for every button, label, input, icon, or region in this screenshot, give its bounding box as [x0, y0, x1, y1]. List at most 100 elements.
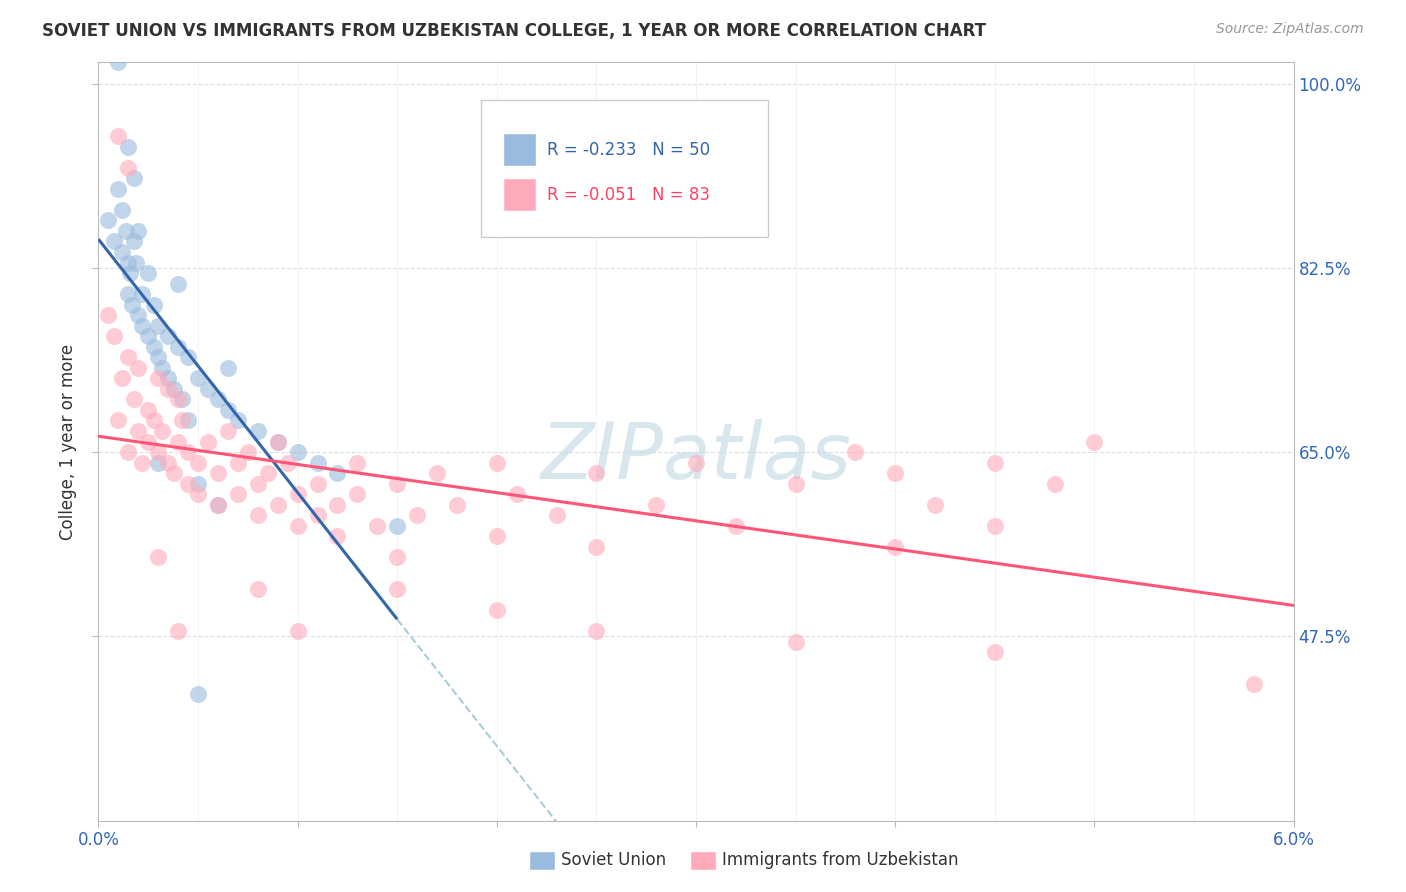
FancyBboxPatch shape: [503, 134, 536, 166]
Point: [143, 340, 166, 354]
Point: [136, 329, 159, 343]
Point: [163, 382, 186, 396]
Point: [346, 487, 368, 501]
Point: [148, 456, 170, 470]
Point: [148, 550, 170, 565]
Point: [785, 476, 807, 491]
Point: [984, 518, 1007, 533]
Point: [207, 466, 229, 480]
Point: [117, 287, 139, 301]
Point: [127, 424, 149, 438]
Point: [148, 371, 170, 385]
Point: [207, 498, 229, 512]
Point: [187, 487, 209, 501]
Point: [111, 245, 134, 260]
Point: [287, 518, 309, 533]
Point: [426, 466, 449, 480]
Point: [107, 182, 129, 196]
Point: [97, 213, 120, 227]
Point: [187, 371, 209, 385]
Point: [143, 298, 166, 312]
Point: [217, 360, 239, 375]
Point: [585, 624, 607, 639]
Point: [207, 498, 229, 512]
Point: [177, 445, 200, 459]
Point: [124, 171, 146, 186]
Point: [246, 476, 269, 491]
Point: [157, 329, 180, 343]
Point: [157, 456, 180, 470]
Text: Source: ZipAtlas.com: Source: ZipAtlas.com: [1216, 22, 1364, 37]
Point: [177, 476, 200, 491]
Point: [177, 413, 200, 427]
Point: [385, 476, 409, 491]
Point: [207, 392, 229, 407]
Point: [226, 487, 249, 501]
Point: [107, 129, 129, 144]
Point: [136, 266, 159, 280]
Point: [326, 466, 349, 480]
Point: [197, 382, 219, 396]
Y-axis label: College, 1 year or more: College, 1 year or more: [59, 343, 77, 540]
Point: [177, 351, 200, 365]
Point: [984, 645, 1007, 659]
Point: [117, 445, 139, 459]
Point: [131, 318, 153, 333]
Point: [172, 413, 194, 427]
Point: [585, 540, 607, 554]
Point: [645, 498, 668, 512]
Point: [1243, 677, 1265, 691]
Point: [346, 456, 368, 470]
Point: [546, 508, 568, 523]
Point: [485, 456, 508, 470]
Text: R = -0.233   N = 50: R = -0.233 N = 50: [547, 141, 710, 159]
Bar: [690, 851, 716, 870]
Point: [197, 434, 219, 449]
Point: [117, 351, 139, 365]
Point: [117, 255, 139, 269]
Point: [157, 371, 180, 385]
Point: [385, 550, 409, 565]
Point: [115, 224, 138, 238]
Point: [246, 508, 269, 523]
Point: [267, 434, 290, 449]
Point: [111, 371, 134, 385]
Point: [236, 445, 259, 459]
Point: [485, 529, 508, 543]
Point: [127, 308, 149, 322]
Point: [685, 456, 707, 470]
Point: [167, 392, 190, 407]
Point: [107, 55, 129, 70]
Point: [366, 518, 388, 533]
Point: [1083, 434, 1105, 449]
Point: [136, 403, 159, 417]
Point: [226, 456, 249, 470]
Point: [127, 224, 149, 238]
Point: [307, 456, 329, 470]
Point: [131, 287, 153, 301]
Point: [127, 360, 149, 375]
Point: [124, 392, 146, 407]
Point: [307, 476, 329, 491]
Point: [117, 139, 139, 153]
FancyBboxPatch shape: [503, 179, 536, 211]
Point: [103, 329, 125, 343]
Point: [406, 508, 429, 523]
Point: [267, 498, 290, 512]
Point: [844, 445, 866, 459]
Point: [1043, 476, 1066, 491]
Point: [167, 277, 190, 291]
Point: [585, 466, 607, 480]
Point: [167, 340, 190, 354]
Point: [107, 413, 129, 427]
Point: [136, 434, 159, 449]
Point: [131, 456, 153, 470]
Point: [120, 266, 142, 280]
Point: [385, 518, 409, 533]
Point: [157, 382, 180, 396]
Point: [163, 466, 186, 480]
Point: [307, 508, 329, 523]
FancyBboxPatch shape: [481, 101, 768, 236]
Point: [326, 498, 349, 512]
Point: [103, 235, 125, 249]
